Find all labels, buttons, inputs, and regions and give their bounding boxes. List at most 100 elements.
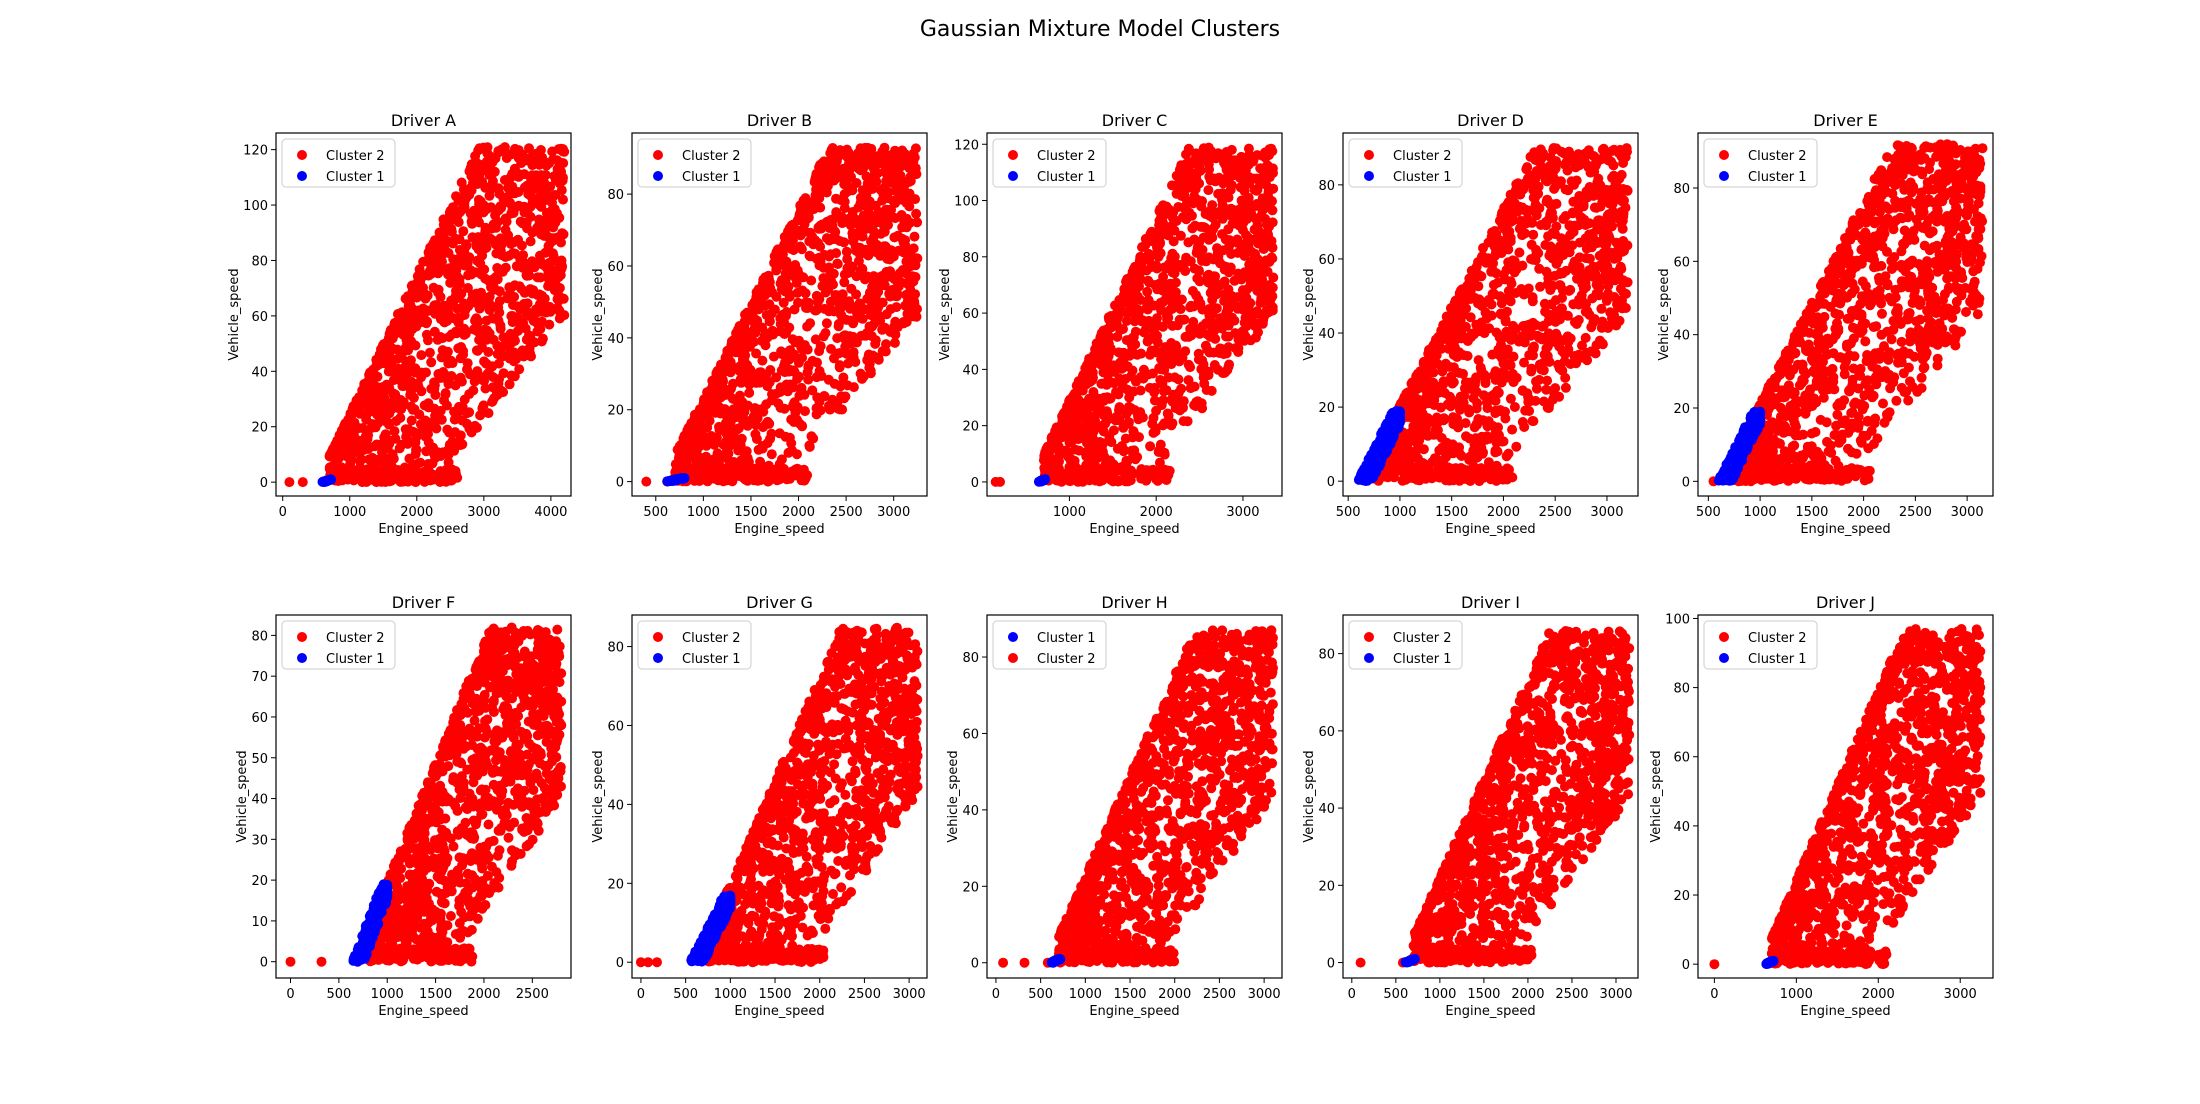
cluster2-point xyxy=(514,145,524,155)
cluster2-point xyxy=(1191,400,1201,410)
x-tick-label: 0 xyxy=(279,505,287,520)
cluster2-point xyxy=(758,444,768,454)
legend-label: Cluster 2 xyxy=(1037,149,1096,164)
y-tick-label: 60 xyxy=(251,310,268,325)
cluster2-point xyxy=(390,318,400,328)
cluster2-point xyxy=(1136,349,1146,359)
cluster2-point xyxy=(479,356,489,366)
x-tick-label: 2000 xyxy=(782,505,815,520)
cluster2-point xyxy=(1238,304,1248,314)
cluster2-point xyxy=(413,367,423,377)
cluster2-point xyxy=(1210,360,1220,370)
cluster2-point xyxy=(517,254,527,264)
cluster2-point xyxy=(845,213,855,223)
cluster2-point xyxy=(1131,377,1141,387)
cluster2-point xyxy=(862,202,872,212)
cluster2-point xyxy=(1156,305,1166,315)
cluster2-point xyxy=(446,476,456,486)
cluster2-point xyxy=(711,434,721,444)
cluster2-point xyxy=(1220,368,1230,378)
cluster2-point xyxy=(1096,342,1106,352)
cluster2-point xyxy=(714,390,724,400)
cluster2-point xyxy=(298,477,308,487)
cluster2-point xyxy=(455,274,465,284)
subplot-title: Driver B xyxy=(747,111,812,130)
cluster2-point xyxy=(435,477,445,487)
cluster2-point xyxy=(830,226,840,236)
cluster2-point xyxy=(444,428,454,438)
y-tick-label: 0 xyxy=(616,476,624,491)
cluster2-point xyxy=(379,383,389,393)
cluster2-point xyxy=(421,294,431,304)
cluster2-point xyxy=(1136,386,1146,396)
cluster2-point xyxy=(802,322,812,332)
cluster2-point xyxy=(425,258,435,268)
x-tick-label: 2000 xyxy=(1140,505,1173,520)
cluster2-point xyxy=(861,330,871,340)
y-tick-label: 80 xyxy=(607,188,624,203)
cluster2-point xyxy=(880,271,890,281)
cluster2-point xyxy=(1463,351,1473,361)
cluster2-point xyxy=(1197,196,1207,206)
cluster2-point xyxy=(1117,359,1127,369)
cluster2-point xyxy=(910,232,920,242)
cluster2-point xyxy=(493,146,503,156)
cluster2-point xyxy=(1223,177,1233,187)
cluster2-point xyxy=(767,429,777,439)
cluster2-point xyxy=(1169,342,1179,352)
cluster2-point xyxy=(1542,195,1552,205)
cluster2-point xyxy=(1129,264,1139,274)
scatter-points xyxy=(991,143,1279,487)
x-tick-label: 1500 xyxy=(734,505,767,520)
cluster2-point xyxy=(1211,319,1221,329)
cluster2-point xyxy=(536,145,546,155)
cluster2-point xyxy=(526,152,536,162)
cluster2-point xyxy=(1181,178,1191,188)
cluster2-point xyxy=(479,234,489,244)
cluster2-point xyxy=(466,270,476,280)
cluster2-point xyxy=(806,276,816,286)
cluster2-point xyxy=(457,205,467,215)
cluster2-point xyxy=(1124,393,1134,403)
cluster2-point xyxy=(467,217,477,227)
cluster2-point xyxy=(1184,146,1194,156)
y-tick-label: 60 xyxy=(962,307,979,322)
cluster2-point xyxy=(407,281,417,291)
cluster2-point xyxy=(874,355,884,365)
cluster2-point xyxy=(826,297,836,307)
cluster2-point xyxy=(1159,296,1169,306)
cluster2-point xyxy=(1226,249,1236,259)
x-tick-label: 2000 xyxy=(400,505,433,520)
cluster2-point xyxy=(797,344,807,354)
cluster2-point xyxy=(1231,343,1241,353)
cluster2-point xyxy=(547,198,557,208)
cluster2-point xyxy=(1103,370,1113,380)
cluster2-point xyxy=(451,466,461,476)
cluster2-point xyxy=(1244,212,1254,222)
cluster2-point xyxy=(431,424,441,434)
x-tick-label: 2500 xyxy=(830,505,863,520)
cluster2-point xyxy=(890,291,900,301)
cluster2-point xyxy=(1503,257,1513,267)
cluster2-point xyxy=(1183,164,1193,174)
cluster2-point xyxy=(713,448,723,458)
scatter-points xyxy=(284,142,569,487)
cluster2-point xyxy=(509,208,519,218)
cluster2-point xyxy=(1168,267,1178,277)
cluster2-point xyxy=(339,426,349,436)
cluster2-point xyxy=(1609,310,1619,320)
cluster2-point xyxy=(1254,227,1264,237)
cluster2-point xyxy=(1186,327,1196,337)
subplot-title: Driver A xyxy=(391,111,456,130)
cluster2-point xyxy=(393,364,403,374)
cluster2-point xyxy=(354,392,364,402)
cluster2-point xyxy=(1127,446,1137,456)
cluster2-point xyxy=(1514,248,1524,258)
cluster2-point xyxy=(790,367,800,377)
cluster2-point xyxy=(1151,347,1161,357)
cluster2-point xyxy=(391,416,401,426)
cluster2-point xyxy=(768,330,778,340)
